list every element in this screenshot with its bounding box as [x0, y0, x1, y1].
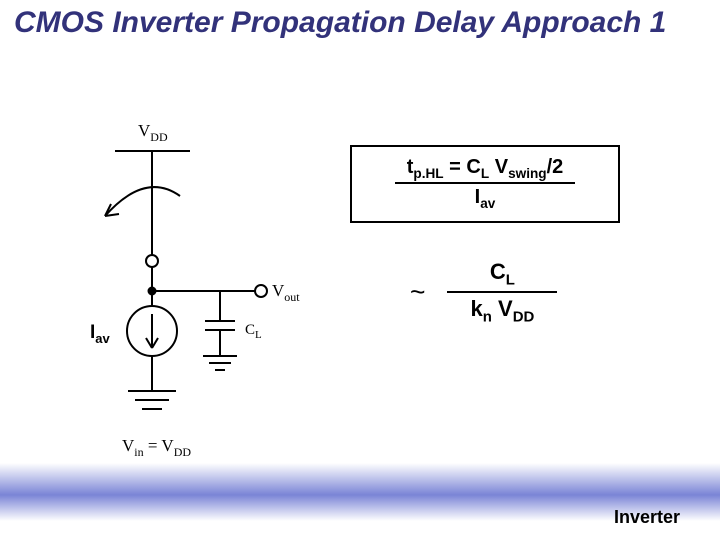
eq2-denominator: kn VDD [447, 291, 557, 326]
eq2-numerator: CL [472, 260, 533, 291]
eq1-denominator: Iav [395, 182, 575, 212]
vin-label: Vin = VDD [122, 436, 191, 459]
equation-1: tp.HL = CL Vswing/2 Iav [352, 147, 618, 221]
circuit-diagram: VDD Vout CL Iav Vin = VDD [60, 116, 320, 466]
equation-box: tp.HL = CL Vswing/2 Iav [350, 145, 620, 223]
equation-2: ~ CL kn VDD [410, 260, 557, 326]
iav-label: Iav [90, 322, 111, 346]
vout-label: Vout [272, 281, 300, 304]
slide-title: CMOS Inverter Propagation Delay Approach… [14, 6, 694, 41]
eq1-numerator: tp.HL = CL Vswing/2 [407, 156, 564, 182]
slide: { "title": { "text": "CMOS Inverter Prop… [0, 0, 720, 540]
tilde: ~ [410, 277, 425, 308]
footer-label: Inverter [614, 507, 680, 528]
footer-gradient [0, 463, 720, 521]
cl-label: CL [245, 322, 262, 341]
circuit-svg: VDD Vout CL Iav Vin = VDD [60, 116, 320, 466]
vdd-label: VDD [138, 121, 168, 144]
